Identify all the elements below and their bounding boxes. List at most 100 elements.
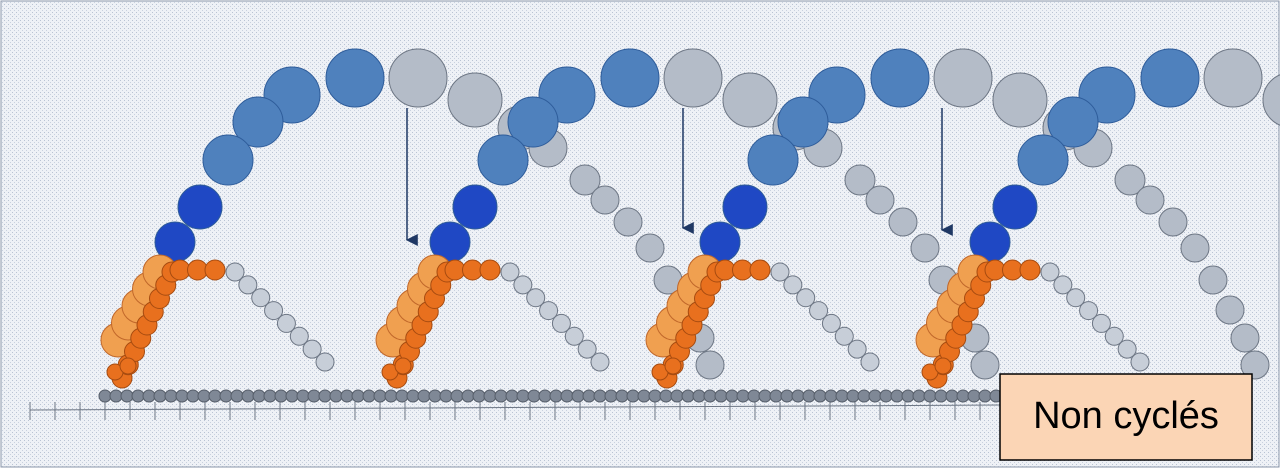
bead (664, 49, 722, 107)
bead (638, 390, 650, 402)
bead (165, 390, 177, 402)
bead (198, 390, 210, 402)
bead (723, 73, 777, 127)
bead (132, 390, 144, 402)
bead (220, 390, 232, 402)
bead (286, 390, 298, 402)
bead (913, 390, 925, 402)
bead (451, 390, 463, 402)
bead (473, 390, 485, 402)
bead (176, 390, 188, 402)
bead (110, 390, 122, 402)
bead (1199, 266, 1227, 294)
label-box: Non cyclés (1000, 374, 1252, 460)
bead (781, 390, 793, 402)
bead (242, 390, 254, 402)
bead (517, 390, 529, 402)
bead (934, 49, 992, 107)
bead (326, 49, 384, 107)
bead (993, 185, 1037, 229)
bead (704, 390, 716, 402)
bead (121, 390, 133, 402)
bead (871, 49, 929, 107)
bead (971, 351, 999, 379)
bead (726, 390, 738, 402)
bead (209, 390, 221, 402)
bead (561, 390, 573, 402)
bead (935, 390, 947, 402)
bead (715, 390, 727, 402)
bead (1159, 208, 1187, 236)
bead (1204, 49, 1262, 107)
bead (924, 390, 936, 402)
bead (583, 390, 595, 402)
bead (792, 390, 804, 402)
bead (627, 390, 639, 402)
bead (1216, 296, 1244, 324)
bead (614, 208, 642, 236)
bead (660, 390, 672, 402)
bead (407, 390, 419, 402)
bead (605, 390, 617, 402)
bead (154, 390, 166, 402)
bead (528, 390, 540, 402)
bead (363, 390, 375, 402)
bead (99, 390, 111, 402)
bead (453, 185, 497, 229)
bead (1231, 324, 1259, 352)
bead (143, 390, 155, 402)
bead (440, 390, 452, 402)
bead (665, 358, 681, 374)
bead (1020, 260, 1040, 280)
bead (316, 353, 334, 371)
bead (601, 49, 659, 107)
bead (814, 390, 826, 402)
bead (847, 390, 859, 402)
bead (395, 358, 411, 374)
bead (1136, 186, 1164, 214)
bead (308, 390, 320, 402)
bead (825, 390, 837, 402)
label: Non cyclés (1033, 395, 1219, 437)
bead (748, 390, 760, 402)
bead (1018, 135, 1068, 185)
bead (396, 390, 408, 402)
bead (203, 135, 253, 185)
bead (935, 358, 951, 374)
bead (616, 390, 628, 402)
bead (750, 260, 770, 280)
bead (858, 390, 870, 402)
bead (550, 390, 562, 402)
bead (911, 234, 939, 262)
bead (636, 234, 664, 262)
bead (572, 390, 584, 402)
bead (264, 390, 276, 402)
bead (385, 390, 397, 402)
bead (861, 353, 879, 371)
bead (946, 390, 958, 402)
bead (748, 135, 798, 185)
bead (253, 390, 265, 402)
bead (594, 390, 606, 402)
diagram: Non cyclés (0, 0, 1280, 468)
bead (957, 390, 969, 402)
bead (448, 73, 502, 127)
bead (803, 390, 815, 402)
bead (205, 260, 225, 280)
bead (539, 390, 551, 402)
bead (866, 186, 894, 214)
bead (231, 390, 243, 402)
bead (869, 390, 881, 402)
bead (591, 353, 609, 371)
bead (120, 358, 136, 374)
bead (1141, 49, 1199, 107)
bead (880, 390, 892, 402)
bead (178, 185, 222, 229)
bead (993, 73, 1047, 127)
bead (1131, 353, 1149, 371)
bead (275, 390, 287, 402)
bead (693, 390, 705, 402)
bead (759, 390, 771, 402)
bead (506, 390, 518, 402)
bead (187, 390, 199, 402)
